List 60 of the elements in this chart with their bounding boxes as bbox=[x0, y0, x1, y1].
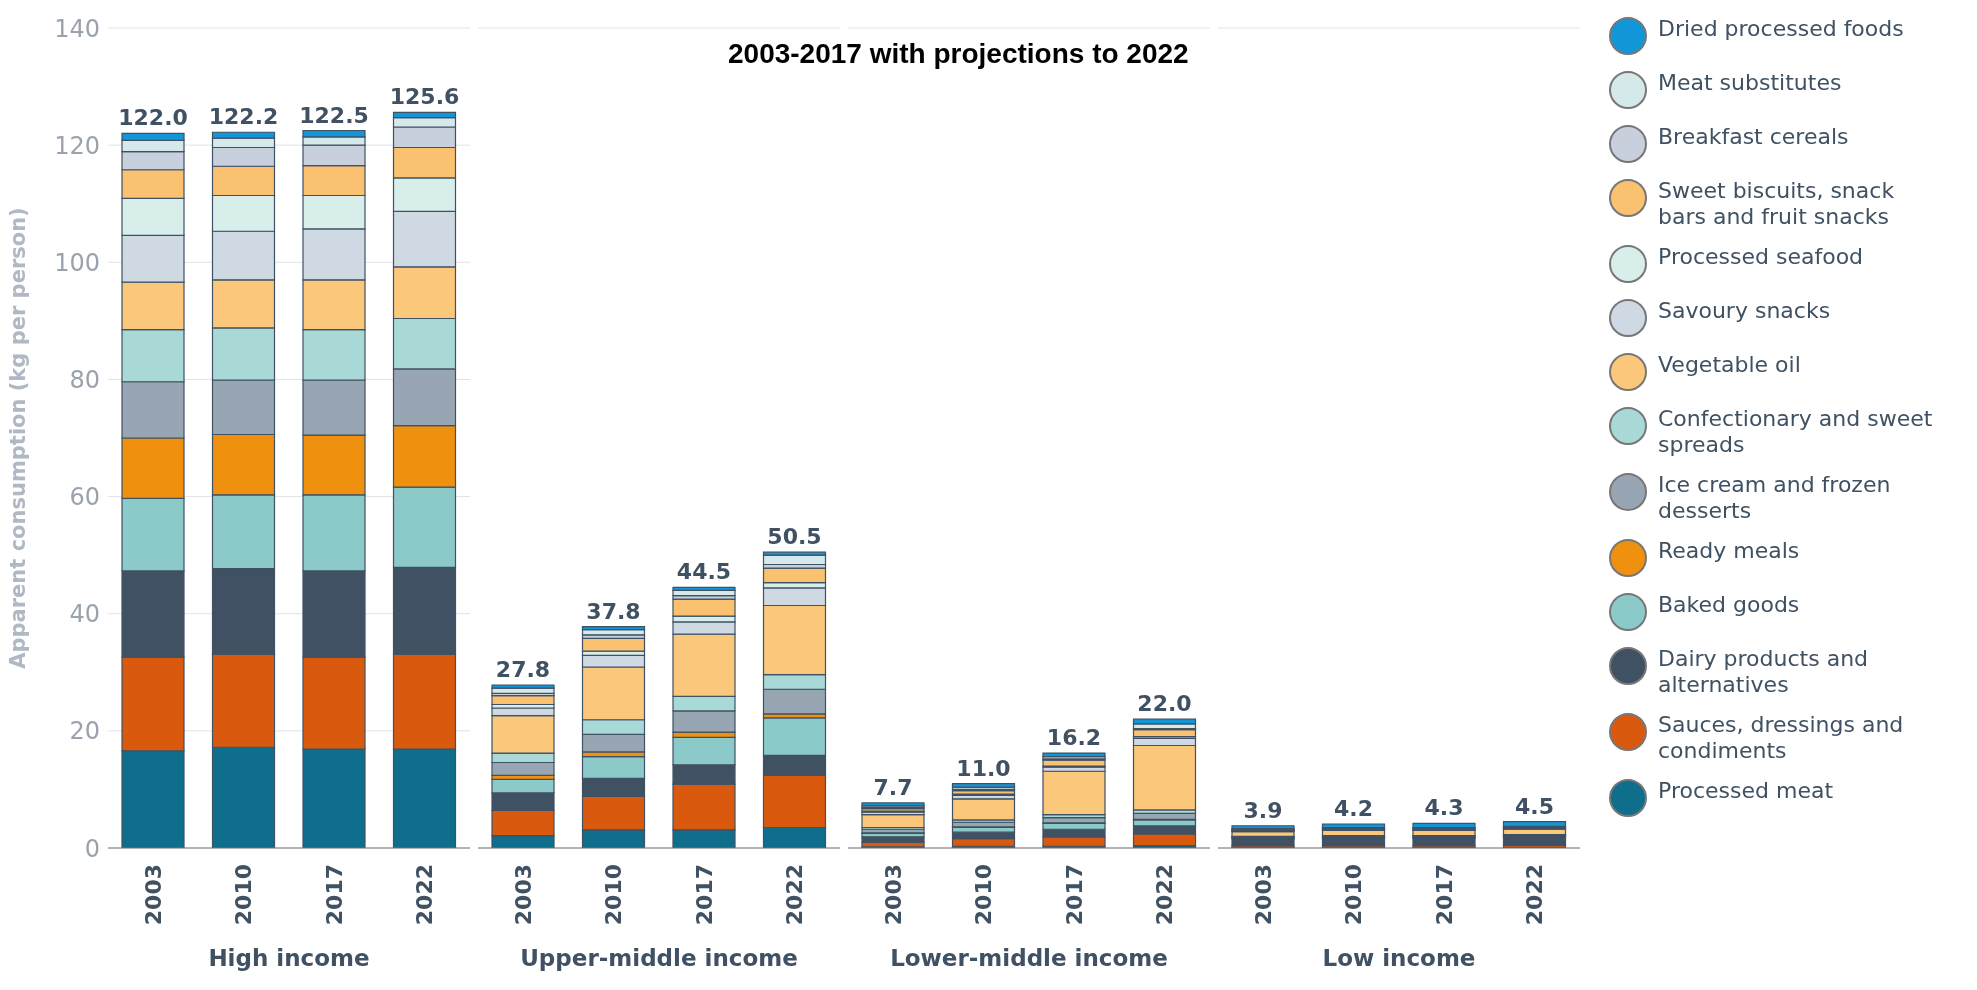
x-tick-label: 2003 bbox=[1250, 864, 1276, 926]
total-label: 122.5 bbox=[299, 102, 369, 128]
total-label: 11.0 bbox=[956, 755, 1011, 781]
total-label: 16.2 bbox=[1046, 725, 1102, 751]
legend-label: Confectionary and sweet spreads bbox=[1658, 406, 1934, 458]
y-axis-title: Apparent consumption (kg per person) bbox=[6, 207, 31, 669]
total-label: 44.5 bbox=[676, 559, 732, 585]
total-label: 4.5 bbox=[1515, 793, 1554, 819]
total-label: 4.3 bbox=[1424, 795, 1464, 821]
total-label: 7.7 bbox=[873, 774, 913, 800]
legend-label: Processed meat bbox=[1658, 778, 1834, 804]
x-tick-label: 2022 bbox=[1152, 864, 1178, 926]
total-label: 122.2 bbox=[208, 104, 279, 130]
total-label: 125.6 bbox=[389, 84, 460, 110]
x-tick-label: 2003 bbox=[880, 864, 906, 926]
x-tick-label: 2010 bbox=[1341, 864, 1367, 926]
y-tick-label: 60 bbox=[69, 483, 100, 512]
y-tick-label: 20 bbox=[69, 717, 100, 746]
total-label: 122.0 bbox=[118, 105, 188, 131]
legend-label: Sweet biscuits, snack bars and fruit snacks bbox=[1658, 178, 1896, 230]
total-label: 27.8 bbox=[495, 657, 551, 683]
total-label: 50.5 bbox=[767, 524, 822, 550]
x-tick-label: 2022 bbox=[412, 864, 438, 926]
x-tick-label: 2010 bbox=[601, 864, 627, 926]
x-tick-label: 2003 bbox=[510, 864, 536, 926]
legend-label: Ready meals bbox=[1658, 538, 1800, 564]
x-axis-title: Low income bbox=[1321, 945, 1477, 971]
y-tick-label: 120 bbox=[54, 131, 100, 160]
x-tick-label: 2010 bbox=[231, 864, 257, 926]
y-tick-label: 140 bbox=[54, 14, 100, 43]
x-tick-label: 2017 bbox=[321, 864, 347, 926]
legend-label: Ice cream and frozen desserts bbox=[1658, 472, 1892, 524]
y-tick-label: 40 bbox=[69, 600, 100, 629]
legend-label: Vegetable oil bbox=[1658, 352, 1801, 378]
x-tick-label: 2017 bbox=[1431, 864, 1457, 926]
legend-label: Meat substitutes bbox=[1658, 70, 1842, 96]
x-tick-label: 2003 bbox=[140, 864, 166, 926]
y-tick-label: 0 bbox=[84, 834, 100, 863]
x-tick-label: 2022 bbox=[1522, 864, 1548, 926]
x-tick-label: 2017 bbox=[1061, 864, 1087, 926]
y-tick-label: 80 bbox=[69, 365, 100, 394]
y-tick-label: 100 bbox=[54, 248, 100, 277]
legend-label: Processed seafood bbox=[1658, 244, 1864, 270]
legend-label: Dairy products and alternatives bbox=[1658, 646, 1870, 698]
legend-label: Baked goods bbox=[1658, 592, 1800, 618]
x-axis-title: High income bbox=[207, 945, 371, 971]
x-axis-title: Upper-middle income bbox=[519, 945, 799, 971]
legend-label: Savoury snacks bbox=[1658, 298, 1831, 324]
legend-label: Breakfast cereals bbox=[1658, 124, 1849, 150]
legend-label: Dried processed foods bbox=[1658, 16, 1904, 42]
total-label: 4.2 bbox=[1334, 795, 1373, 821]
x-tick-label: 2017 bbox=[691, 864, 717, 926]
x-tick-label: 2010 bbox=[971, 864, 997, 926]
total-label: 3.9 bbox=[1243, 797, 1283, 823]
total-label: 22.0 bbox=[1137, 691, 1192, 717]
total-label: 37.8 bbox=[586, 598, 641, 624]
text: 2003-2017 with projections to 2022 bbox=[728, 38, 1189, 70]
legend-label: Sauces, dressings and condiments bbox=[1658, 712, 1905, 764]
x-axis-title: Lower-middle income bbox=[889, 945, 1169, 971]
x-tick-label: 2022 bbox=[782, 864, 808, 926]
